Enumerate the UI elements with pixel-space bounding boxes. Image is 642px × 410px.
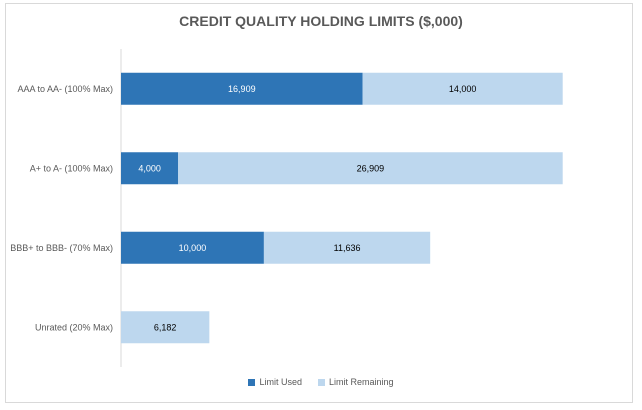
chart-frame — [5, 3, 633, 403]
legend-item-limit-used: Limit Used — [248, 377, 302, 387]
bar-limit-used — [121, 72, 363, 105]
category-label: Unrated (20% Max) — [35, 322, 113, 332]
bar-limit-remaining — [178, 152, 563, 185]
bar-limit-remaining — [362, 72, 563, 105]
data-label: 16,909 — [228, 84, 256, 94]
bar-limit-used — [121, 152, 179, 185]
data-label: 6,182 — [154, 322, 177, 332]
category-label: BBB+ to BBB- (70% Max) — [10, 243, 113, 253]
legend-label-limit-remaining: Limit Remaining — [328, 377, 394, 387]
chart-title: CREDIT QUALITY HOLDING LIMITS ($,000) — [179, 13, 463, 29]
legend-label-limit-used: Limit Used — [259, 377, 302, 387]
legend-swatch-limit-remaining — [317, 378, 325, 386]
bar-limit-used — [121, 231, 264, 264]
data-label: 10,000 — [179, 243, 207, 253]
legend-swatch-limit-used — [248, 378, 256, 386]
bar-limit-remaining — [121, 311, 210, 344]
category-label: AAA to AA- (100% Max) — [17, 84, 113, 94]
bar-limit-remaining — [263, 231, 431, 264]
category-label: A+ to A- (100% Max) — [30, 163, 113, 173]
data-label: 26,909 — [357, 163, 385, 173]
legend-item-limit-remaining: Limit Remaining — [317, 377, 394, 387]
data-label: 4,000 — [138, 163, 161, 173]
data-label: 11,636 — [334, 243, 361, 253]
chart-legend: Limit Used Limit Remaining — [0, 377, 642, 387]
data-label: 14,000 — [449, 84, 477, 94]
